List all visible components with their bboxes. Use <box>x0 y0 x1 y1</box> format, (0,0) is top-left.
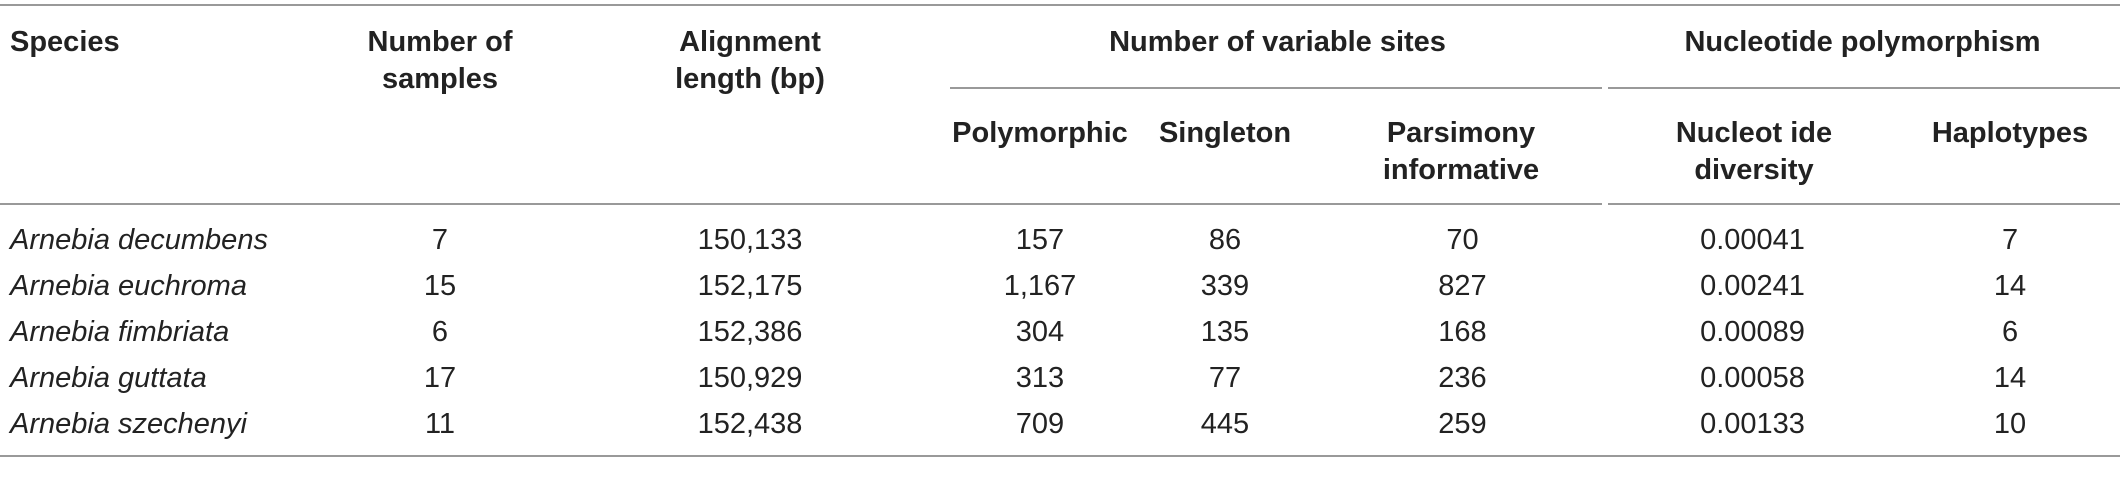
cell-parsimony-informative: 70 <box>1446 223 1479 256</box>
cell-nucleotide-diversity: 0.00089 <box>1700 315 1805 348</box>
cell-haplotypes: 6 <box>2001 315 2019 348</box>
cell-parsimony-informative: 236 <box>1438 361 1487 394</box>
table-body: Arnebia decumbens 7 150,133 157 86 70 0.00041 7… <box>0 204 2120 457</box>
cell-number-of-samples: 17 <box>423 361 457 394</box>
cell-species: Arnebia szechenyi <box>0 401 330 457</box>
header-group-variable-sites: Number of variable sites <box>950 4 1605 88</box>
cell-nucleotide-diversity: 0.00041 <box>1700 223 1805 256</box>
cell-polymorphic: 709 <box>950 401 1130 457</box>
cell-alignment-length: 152,386 <box>697 315 803 348</box>
cell-species: Arnebia euchroma <box>10 269 247 302</box>
cell-haplotypes: 14 <box>1993 269 2027 302</box>
table-row: Arnebia guttata 17 150,929 313 77 236 0.00058 1… <box>0 355 2120 401</box>
header-species: Species <box>0 4 330 205</box>
header-alignment-length: Alignment length (bp) <box>550 4 950 205</box>
cell-polymorphic: 304 <box>1015 315 1065 348</box>
header-polymorphic: Polymorphic <box>950 87 1130 205</box>
cell-singleton: 339 <box>1200 269 1250 302</box>
cell-alignment-length: 150,133 <box>697 223 803 256</box>
cell-alignment-length: 152,438 <box>550 401 950 457</box>
cell-polymorphic: 157 <box>1015 223 1065 256</box>
table-row: Arnebia szechenyi 11 152,438 709 445 259 0.001… <box>0 401 2120 457</box>
header-nucleotide-diversity: Nucleot ide diversity <box>1602 87 1900 205</box>
cell-haplotypes: 7 <box>2001 223 2019 256</box>
header-group-nucleotide-polymorphism: Nucleotide polymorphism <box>1605 4 2120 88</box>
header-number-of-samples: Number of samples <box>330 4 550 205</box>
cell-haplotypes: 14 <box>1993 361 2027 394</box>
header-group-variable-sites-text: Number of variable sites <box>1109 26 1446 58</box>
header-haplotypes: Haplotypes <box>1900 87 2120 205</box>
data-table: Species Number of samples Alignment leng… <box>0 4 2120 457</box>
cell-singleton: 86 <box>1208 223 1242 256</box>
table-header: Species Number of samples Alignment leng… <box>0 4 2120 205</box>
cell-number-of-samples: 6 <box>431 315 449 348</box>
cell-species: Arnebia decumbens <box>10 223 268 256</box>
table-row: Arnebia decumbens 7 150,133 157 86 70 0.00041 7 <box>0 204 2120 263</box>
cell-singleton: 77 <box>1208 361 1242 394</box>
header-parsimony-informative: Parsimony informative <box>1320 87 1608 205</box>
cell-singleton: 445 <box>1130 401 1320 457</box>
cell-parsimony-informative: 827 <box>1438 269 1487 302</box>
cell-number-of-samples: 15 <box>423 269 457 302</box>
cell-species: Arnebia fimbriata <box>10 315 230 348</box>
header-alignment-length-text: Alignment length (bp) <box>675 26 825 95</box>
cell-alignment-length: 152,175 <box>697 269 803 302</box>
table-row: Arnebia euchroma 15 152,175 1,167 339 827 0.00… <box>0 263 2120 309</box>
cell-singleton: 135 <box>1200 315 1250 348</box>
cell-polymorphic: 313 <box>1015 361 1065 394</box>
header-nucleotide-diversity-text: Nucleot ide diversity <box>1675 117 1833 186</box>
cell-number-of-samples: 11 <box>330 401 550 457</box>
cell-species: Arnebia guttata <box>10 361 207 394</box>
cell-polymorphic: 1,167 <box>1003 269 1077 302</box>
header-group-nucleotide-polymorphism-text: Nucleotide polymorphism <box>1684 26 2041 58</box>
header-singleton: Singleton <box>1130 87 1320 205</box>
cell-alignment-length: 150,929 <box>697 361 803 394</box>
header-parsimony-informative-text: Parsimony informative <box>1382 117 1540 186</box>
cell-haplotypes: 10 <box>1900 401 2120 457</box>
cell-number-of-samples: 7 <box>431 223 449 256</box>
cell-nucleotide-diversity: 0.00133 <box>1605 401 1900 457</box>
cell-parsimony-informative: 259 <box>1320 401 1605 457</box>
cell-parsimony-informative: 168 <box>1438 315 1487 348</box>
cell-nucleotide-diversity: 0.00058 <box>1700 361 1805 394</box>
table-row: Arnebia fimbriata 6 152,386 304 135 168 0.0008… <box>0 309 2120 355</box>
cell-nucleotide-diversity: 0.00241 <box>1700 269 1805 302</box>
header-number-of-samples-text: Number of samples <box>367 26 513 95</box>
